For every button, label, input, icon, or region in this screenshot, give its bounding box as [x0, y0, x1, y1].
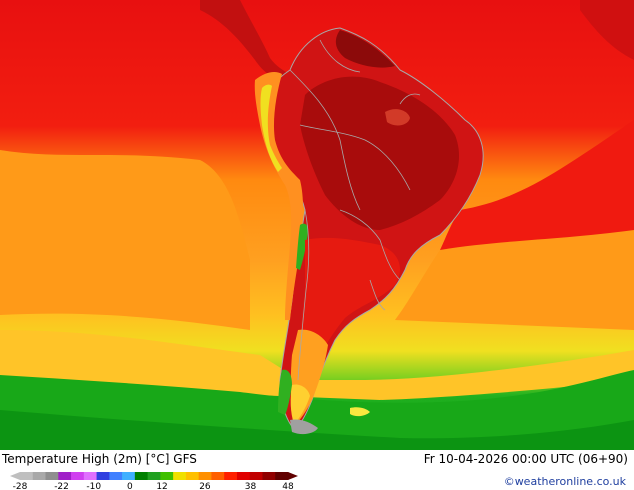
- chile-tip-green: [278, 369, 292, 415]
- legend-swatch: [211, 472, 225, 480]
- border-line: [297, 209, 310, 381]
- falklands: [350, 407, 370, 417]
- legend-arrow-right: [288, 472, 298, 480]
- legend-swatch: [134, 472, 149, 480]
- legend-swatch: [58, 472, 72, 480]
- legend-swatch: [96, 472, 110, 480]
- border-line: [319, 39, 361, 73]
- patagonia-yellow: [290, 384, 310, 424]
- legend-swatch: [32, 472, 47, 480]
- border-line: [369, 279, 386, 311]
- central-america: [200, 0, 290, 82]
- legend-swatch: [45, 472, 59, 480]
- legend-swatch: [173, 472, 187, 480]
- forecast-datetime: Fr 10-04-2026 00:00 UTC (06+90): [423, 452, 628, 466]
- hot-band-east: [440, 120, 634, 250]
- brazil-dark-core: [335, 30, 395, 68]
- warm-band-west: [0, 150, 250, 330]
- legend-tick-label: -22: [54, 482, 69, 490]
- color-legend: -28 -22 -10 0 12 26 38 48: [10, 472, 298, 490]
- warm-band-east: [395, 230, 634, 330]
- legend-tick-label: 12: [156, 482, 167, 490]
- amazon-hotspot: [300, 76, 460, 230]
- legend-swatch: [262, 472, 276, 480]
- legend-swatch: [185, 472, 200, 480]
- andes-green-patch: [296, 223, 308, 270]
- border-line: [299, 124, 411, 191]
- country-borders: [289, 39, 421, 381]
- legend-swatch: [275, 472, 289, 480]
- legend-swatch: [71, 472, 85, 480]
- legend-tick-label: 38: [245, 482, 257, 490]
- legend-swatch: [122, 472, 136, 480]
- legend-swatch: [20, 472, 34, 480]
- argentina-warm: [299, 237, 400, 373]
- legend-swatch: [249, 472, 263, 480]
- legend-swatch: [236, 472, 251, 480]
- legend-arrow-left: [10, 472, 20, 480]
- mild-band-south: [0, 330, 634, 400]
- border-line: [339, 209, 401, 281]
- amazon-lake-patch: [385, 109, 410, 126]
- legend-swatch: [147, 472, 161, 480]
- tierra-del-fuego: [290, 419, 318, 435]
- legend-tick-label: 48: [282, 482, 294, 490]
- legend-tick-label: -28: [13, 482, 28, 490]
- andes-cool-strip: [260, 84, 282, 172]
- legend-tick-label: -10: [86, 482, 101, 490]
- legend-tick-label: 0: [127, 482, 133, 490]
- cold-band-deep: [0, 410, 634, 450]
- legend-tick-label: 26: [199, 482, 211, 490]
- border-line: [399, 93, 421, 105]
- north-region: [580, 0, 634, 60]
- map-title: Temperature High (2m) [°C] GFS: [2, 452, 197, 466]
- legend-swatch: [83, 472, 98, 480]
- legend-swatch: [109, 472, 123, 480]
- legend-swatch: [224, 472, 238, 480]
- credit-text[interactable]: ©weatheronline.co.uk: [503, 475, 626, 488]
- legend-swatch: [198, 472, 212, 480]
- temperature-map: [0, 0, 634, 450]
- legend-swatch: [160, 472, 174, 480]
- border-line: [289, 69, 361, 211]
